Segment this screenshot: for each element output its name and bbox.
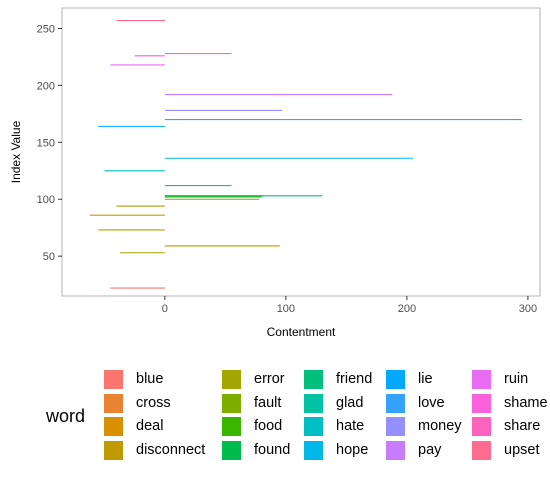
legend-label: upset — [504, 441, 540, 458]
legend-key-swatch — [304, 393, 323, 413]
legend-label: found — [254, 441, 291, 458]
legend-item-fault: fault — [220, 392, 370, 416]
legend-title: word — [46, 406, 86, 426]
legend-key-swatch — [104, 417, 123, 436]
legend-label: food — [254, 418, 283, 434]
legend-item-food: food — [220, 415, 370, 439]
legend-item-glad: glad — [302, 392, 452, 416]
legend-key-swatch — [104, 393, 123, 413]
legend-label: friend — [336, 371, 373, 387]
x-tick-label: 100 — [277, 303, 295, 315]
chart-plot: 0 100 200 300 50 100 150 200 250 Contentment Index… — [9, 7, 541, 339]
legend-item-upset: upset — [470, 439, 550, 463]
legend-key-swatch — [472, 417, 491, 436]
legend-item-deal: deal — [102, 415, 252, 439]
legend-item-shame: shame — [470, 392, 550, 416]
legend-key-swatch — [304, 370, 323, 389]
legend-label: fault — [254, 394, 282, 411]
legend-key-swatch — [472, 370, 491, 389]
legend-item-love: love — [384, 392, 534, 416]
legend-label: hate — [336, 418, 365, 434]
legend-key-swatch — [304, 417, 323, 436]
legend-item-hate: hate — [302, 415, 452, 439]
legend-key-swatch — [472, 393, 491, 413]
x-tick-label: 200 — [398, 303, 416, 315]
legend-item-disconnect: disconnect — [102, 439, 252, 463]
legend-key-swatch — [304, 440, 323, 460]
y-tick-label: 150 — [37, 137, 55, 149]
legend-label: share — [504, 418, 541, 434]
legend-key-swatch — [386, 393, 405, 413]
legend-label: love — [418, 394, 445, 411]
x-tick-label: 300 — [519, 303, 537, 315]
legend-item-cross: cross — [102, 392, 252, 416]
legend-key-swatch — [386, 370, 405, 389]
legend-label: hope — [336, 441, 369, 458]
legend-item-friend: friend — [302, 368, 452, 392]
y-axis-title: Index Value — [9, 120, 23, 183]
legend-column: error fault food found — [220, 368, 370, 462]
legend-key-swatch — [222, 440, 241, 460]
y-tick-label: 100 — [37, 194, 55, 206]
y-tick-label: 200 — [37, 80, 55, 92]
y-tick-label: 250 — [37, 23, 55, 35]
legend-column: blue cross deal disconnect — [102, 368, 252, 462]
x-axis-title: Contentment — [267, 325, 336, 339]
legend-column: lie love money pay — [384, 368, 534, 462]
legend-label: deal — [136, 418, 164, 434]
legend-label: lie — [418, 371, 433, 387]
legend-label: blue — [136, 371, 164, 387]
legend-item-blue: blue — [102, 368, 252, 392]
legend-column: friend glad hate hope — [302, 368, 452, 462]
legend-label: ruin — [504, 371, 529, 387]
legend-label: shame — [504, 394, 548, 411]
legend-item-error: error — [220, 368, 370, 392]
legend-key-swatch — [386, 440, 405, 460]
legend-item-share: share — [470, 415, 550, 439]
legend-key-swatch — [222, 393, 241, 413]
legend-item-lie: lie — [384, 368, 534, 392]
legend-key-swatch — [222, 417, 241, 436]
legend-label: cross — [136, 394, 171, 411]
legend-item-ruin: ruin — [470, 368, 550, 392]
legend-item-hope: hope — [302, 439, 452, 463]
legend-key-swatch — [472, 440, 491, 460]
plot-panel — [61, 7, 541, 297]
x-tick-label: 0 — [162, 303, 168, 315]
legend-label: pay — [418, 441, 442, 458]
legend-item-pay: pay — [384, 439, 534, 463]
legend-label: disconnect — [136, 441, 206, 458]
legend-key-swatch — [222, 370, 241, 389]
legend-label: money — [418, 418, 462, 434]
legend-item-found: found — [220, 439, 370, 463]
legend-label: glad — [336, 394, 364, 411]
y-tick-label: 50 — [43, 251, 55, 263]
legend-column: ruin shame share upset — [470, 368, 550, 462]
legend-item-money: money — [384, 415, 534, 439]
legend-label: error — [254, 371, 285, 387]
legend-key-swatch — [104, 370, 123, 389]
legend-key-swatch — [104, 440, 123, 460]
legend-key-swatch — [386, 417, 405, 436]
